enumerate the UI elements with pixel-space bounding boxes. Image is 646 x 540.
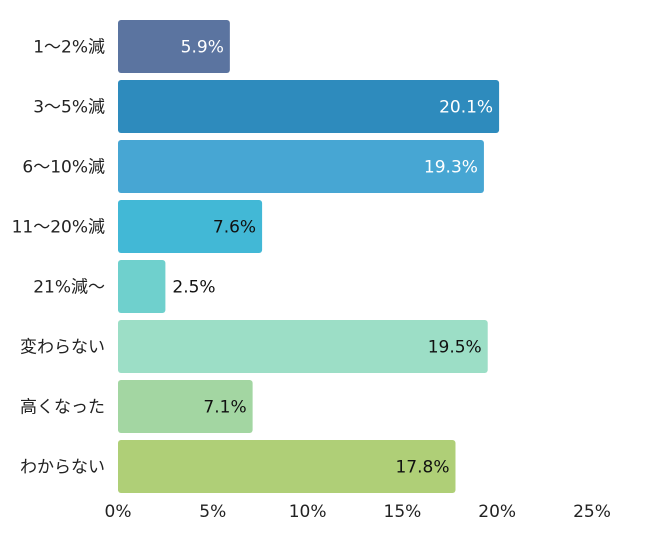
- category-label: 3〜5%減: [33, 98, 105, 118]
- bar: [118, 80, 500, 133]
- x-tick-label: 15%: [384, 502, 422, 522]
- data-label: 19.5%: [428, 338, 482, 358]
- category-labels: 1〜2%減 3〜5%減 6〜10%減 11〜20%減 21%減〜変わらない高くなったわか…: [12, 38, 105, 478]
- x-tick-label: 5%: [199, 502, 226, 522]
- category-label: 1〜2%減: [33, 38, 105, 58]
- data-label: 20.1%: [439, 98, 493, 118]
- data-label: 5.9%: [181, 38, 224, 58]
- bar: [118, 260, 166, 313]
- data-label: 19.3%: [424, 158, 478, 178]
- data-label: 7.6%: [213, 218, 256, 238]
- category-label: 11〜20%減: [12, 218, 105, 238]
- x-tick-label: 10%: [289, 502, 327, 522]
- x-tick-label: 20%: [478, 502, 516, 522]
- category-label: 6〜10%減: [22, 158, 105, 178]
- bars: [118, 20, 500, 493]
- data-label: 2.5%: [172, 278, 215, 298]
- category-label: 21%減〜: [33, 278, 105, 298]
- bar: [118, 320, 488, 373]
- category-label: 変わらない: [20, 338, 105, 358]
- bar: [118, 440, 456, 493]
- bar: [118, 380, 253, 433]
- x-tick-label: 25%: [573, 502, 611, 522]
- bar: [118, 140, 484, 193]
- category-label: わからない: [20, 458, 105, 478]
- data-labels: 5.9% 20.1% 19.3% 7.6% 2.5% 19.5% 7.1% 17.8%: [172, 38, 493, 478]
- category-label: 高くなった: [20, 398, 105, 418]
- x-tick-label: 0%: [105, 502, 132, 522]
- data-label: 7.1%: [203, 398, 246, 418]
- bar: [118, 20, 230, 73]
- data-label: 17.8%: [395, 458, 449, 478]
- bar: [118, 200, 263, 253]
- x-axis-tick-labels: 0% 5% 10% 15% 20% 25%: [105, 502, 611, 522]
